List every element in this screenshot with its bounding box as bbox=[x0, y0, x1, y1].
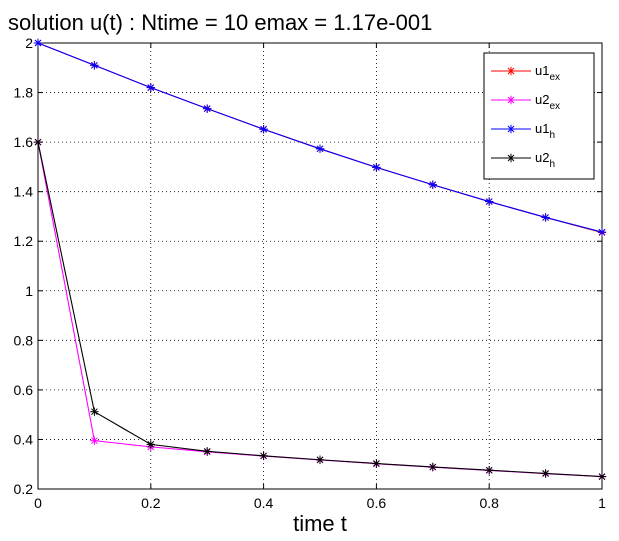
data-point bbox=[90, 61, 99, 70]
data-point bbox=[428, 462, 437, 472]
data-point bbox=[485, 197, 494, 206]
axis-ticks: 0 0.2 0.4 0.6 0.8 10.20.40.60.811.21.41.61.82 bbox=[14, 35, 607, 511]
legend-marker bbox=[506, 124, 516, 134]
series-u2-h bbox=[33, 137, 607, 481]
data-point bbox=[597, 472, 607, 481]
legend-item: u1ex bbox=[491, 63, 560, 83]
data-point bbox=[90, 436, 99, 445]
legend: u1ex u2ex u1h u2h bbox=[483, 52, 595, 180]
y-tick-label: 1 bbox=[25, 283, 33, 299]
data-point bbox=[372, 459, 381, 468]
y-tick-label: 0.2 bbox=[14, 481, 34, 497]
data-point bbox=[259, 451, 268, 460]
x-tick-label: 0.8 bbox=[479, 495, 499, 511]
legend-marker bbox=[506, 66, 516, 76]
data-point bbox=[315, 144, 325, 154]
x-tick-label: 0 bbox=[34, 495, 42, 511]
data-point bbox=[372, 163, 381, 172]
x-tick-label: 1 bbox=[598, 495, 606, 511]
legend-marker bbox=[506, 95, 516, 105]
y-tick-label: 1.4 bbox=[14, 184, 34, 200]
y-tick-label: 1.6 bbox=[14, 134, 34, 150]
series-u1-h bbox=[33, 38, 607, 237]
data-point bbox=[203, 447, 212, 456]
legend-marker bbox=[506, 153, 516, 163]
x-tick-label: 0.2 bbox=[141, 495, 161, 511]
legend-item: u2ex bbox=[491, 92, 560, 112]
data-point bbox=[315, 455, 325, 464]
y-tick-label: 1.8 bbox=[14, 85, 34, 101]
series-lines bbox=[33, 38, 607, 481]
y-tick-label: 0.6 bbox=[14, 382, 34, 398]
data-point bbox=[541, 469, 550, 478]
legend-label: u1h bbox=[535, 121, 555, 141]
legend-item: u1h bbox=[491, 121, 555, 141]
x-tick-label: 0.4 bbox=[254, 495, 274, 511]
legend-item: u2h bbox=[491, 150, 555, 170]
y-tick-label: 2 bbox=[25, 35, 33, 51]
x-axis-label: time t bbox=[293, 511, 347, 536]
legend-label: u2ex bbox=[535, 92, 560, 112]
data-point bbox=[541, 213, 550, 222]
data-point bbox=[485, 465, 494, 475]
y-tick-label: 0.8 bbox=[14, 332, 34, 348]
legend-label: u2h bbox=[535, 150, 555, 170]
data-point bbox=[597, 227, 607, 237]
chart-title: solution u(t) : Ntime = 10 emax = 1.17e-… bbox=[8, 10, 432, 35]
y-tick-label: 0.4 bbox=[14, 431, 34, 447]
data-point bbox=[259, 125, 268, 134]
data-point bbox=[428, 180, 437, 189]
data-point bbox=[90, 407, 99, 416]
data-point bbox=[203, 104, 212, 113]
data-point bbox=[33, 38, 43, 48]
y-tick-label: 1.2 bbox=[14, 233, 34, 249]
data-point bbox=[33, 137, 43, 147]
x-tick-label: 0.6 bbox=[367, 495, 387, 511]
data-point bbox=[146, 440, 155, 449]
data-point bbox=[146, 83, 155, 92]
legend-label: u1ex bbox=[535, 63, 560, 83]
